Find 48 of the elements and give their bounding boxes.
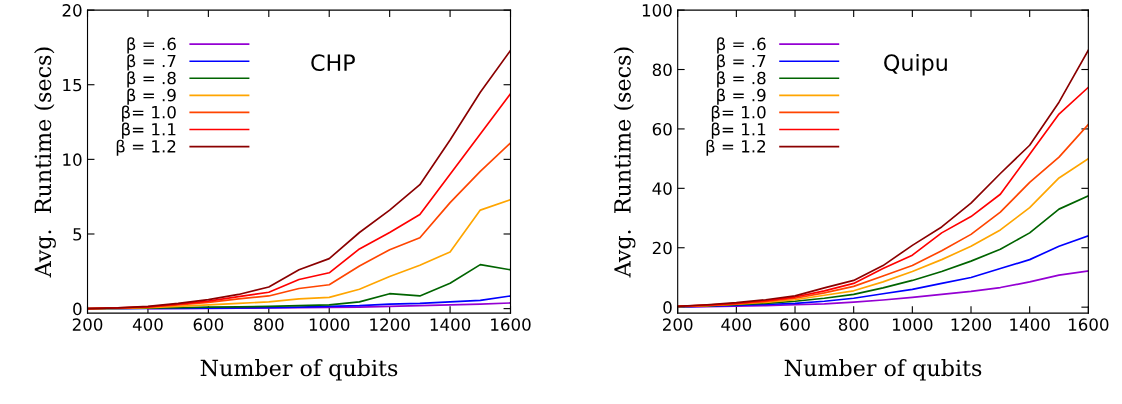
legend-label: β = .8: [127, 71, 176, 88]
y-tick-label: 40: [652, 182, 672, 195]
annotation: CHP: [311, 54, 355, 72]
y-axis-title: Avg. Runtime (secs): [34, 47, 56, 278]
x-tick-label: 1200: [370, 318, 410, 331]
legend-label: β = .7: [127, 54, 176, 71]
x-tick-label: 200: [72, 318, 103, 331]
y-tick-label: 0: [663, 301, 672, 314]
x-tick-label: 1000: [892, 318, 933, 331]
x-tick-label: 1200: [951, 318, 992, 331]
legend-label: β = .8: [717, 71, 766, 88]
x-tick-label: 400: [721, 318, 752, 331]
legend-label: β= 1.0: [122, 105, 176, 122]
x-tick-label: 400: [132, 318, 163, 331]
legend-label: β = 1.2: [706, 139, 766, 156]
y-axis-title: Avg. Runtime (secs): [613, 47, 636, 278]
y-tick-label: 5: [73, 228, 82, 241]
legend-label: β = .9: [717, 88, 766, 105]
y-tick-label: 20: [62, 4, 82, 17]
x-tick-label: 1400: [1010, 318, 1050, 331]
x-axis-title: Number of qubits: [200, 359, 398, 381]
legend-label: β = .9: [127, 88, 176, 105]
legend-label: β = .6: [717, 37, 766, 54]
x-tick-label: 800: [254, 318, 284, 331]
line-series: [677, 235, 1089, 308]
y-tick-label: 10: [63, 153, 82, 166]
x-tick-label: 1600: [1068, 318, 1109, 331]
legend-label: β= 1.0: [711, 105, 766, 122]
legend-label: β = .7: [717, 54, 766, 71]
y-tick-label: 60: [652, 122, 672, 136]
y-tick-label: 20: [652, 241, 672, 255]
y-tick-label: 15: [63, 78, 82, 92]
x-tick-label: 200: [663, 318, 693, 331]
legend-label: β= 1.1: [711, 122, 766, 139]
legend-label: β = .6: [127, 37, 176, 54]
x-axis-title: Number of qubits: [784, 359, 982, 381]
x-tick-label: 800: [838, 318, 869, 331]
annotation: Quipu: [884, 53, 947, 76]
y-tick-label: 80: [652, 63, 672, 77]
x-tick-label: 600: [193, 318, 224, 331]
y-tick-label: 0: [73, 302, 82, 316]
x-tick-label: 1400: [430, 318, 471, 331]
y-tick-label: 100: [642, 4, 672, 17]
x-tick-label: 1000: [309, 318, 350, 331]
x-tick-label: 1600: [491, 318, 531, 331]
legend-label: β = 1.2: [116, 139, 176, 156]
legend-label: β= 1.1: [122, 122, 176, 139]
x-tick-label: 600: [780, 318, 810, 331]
